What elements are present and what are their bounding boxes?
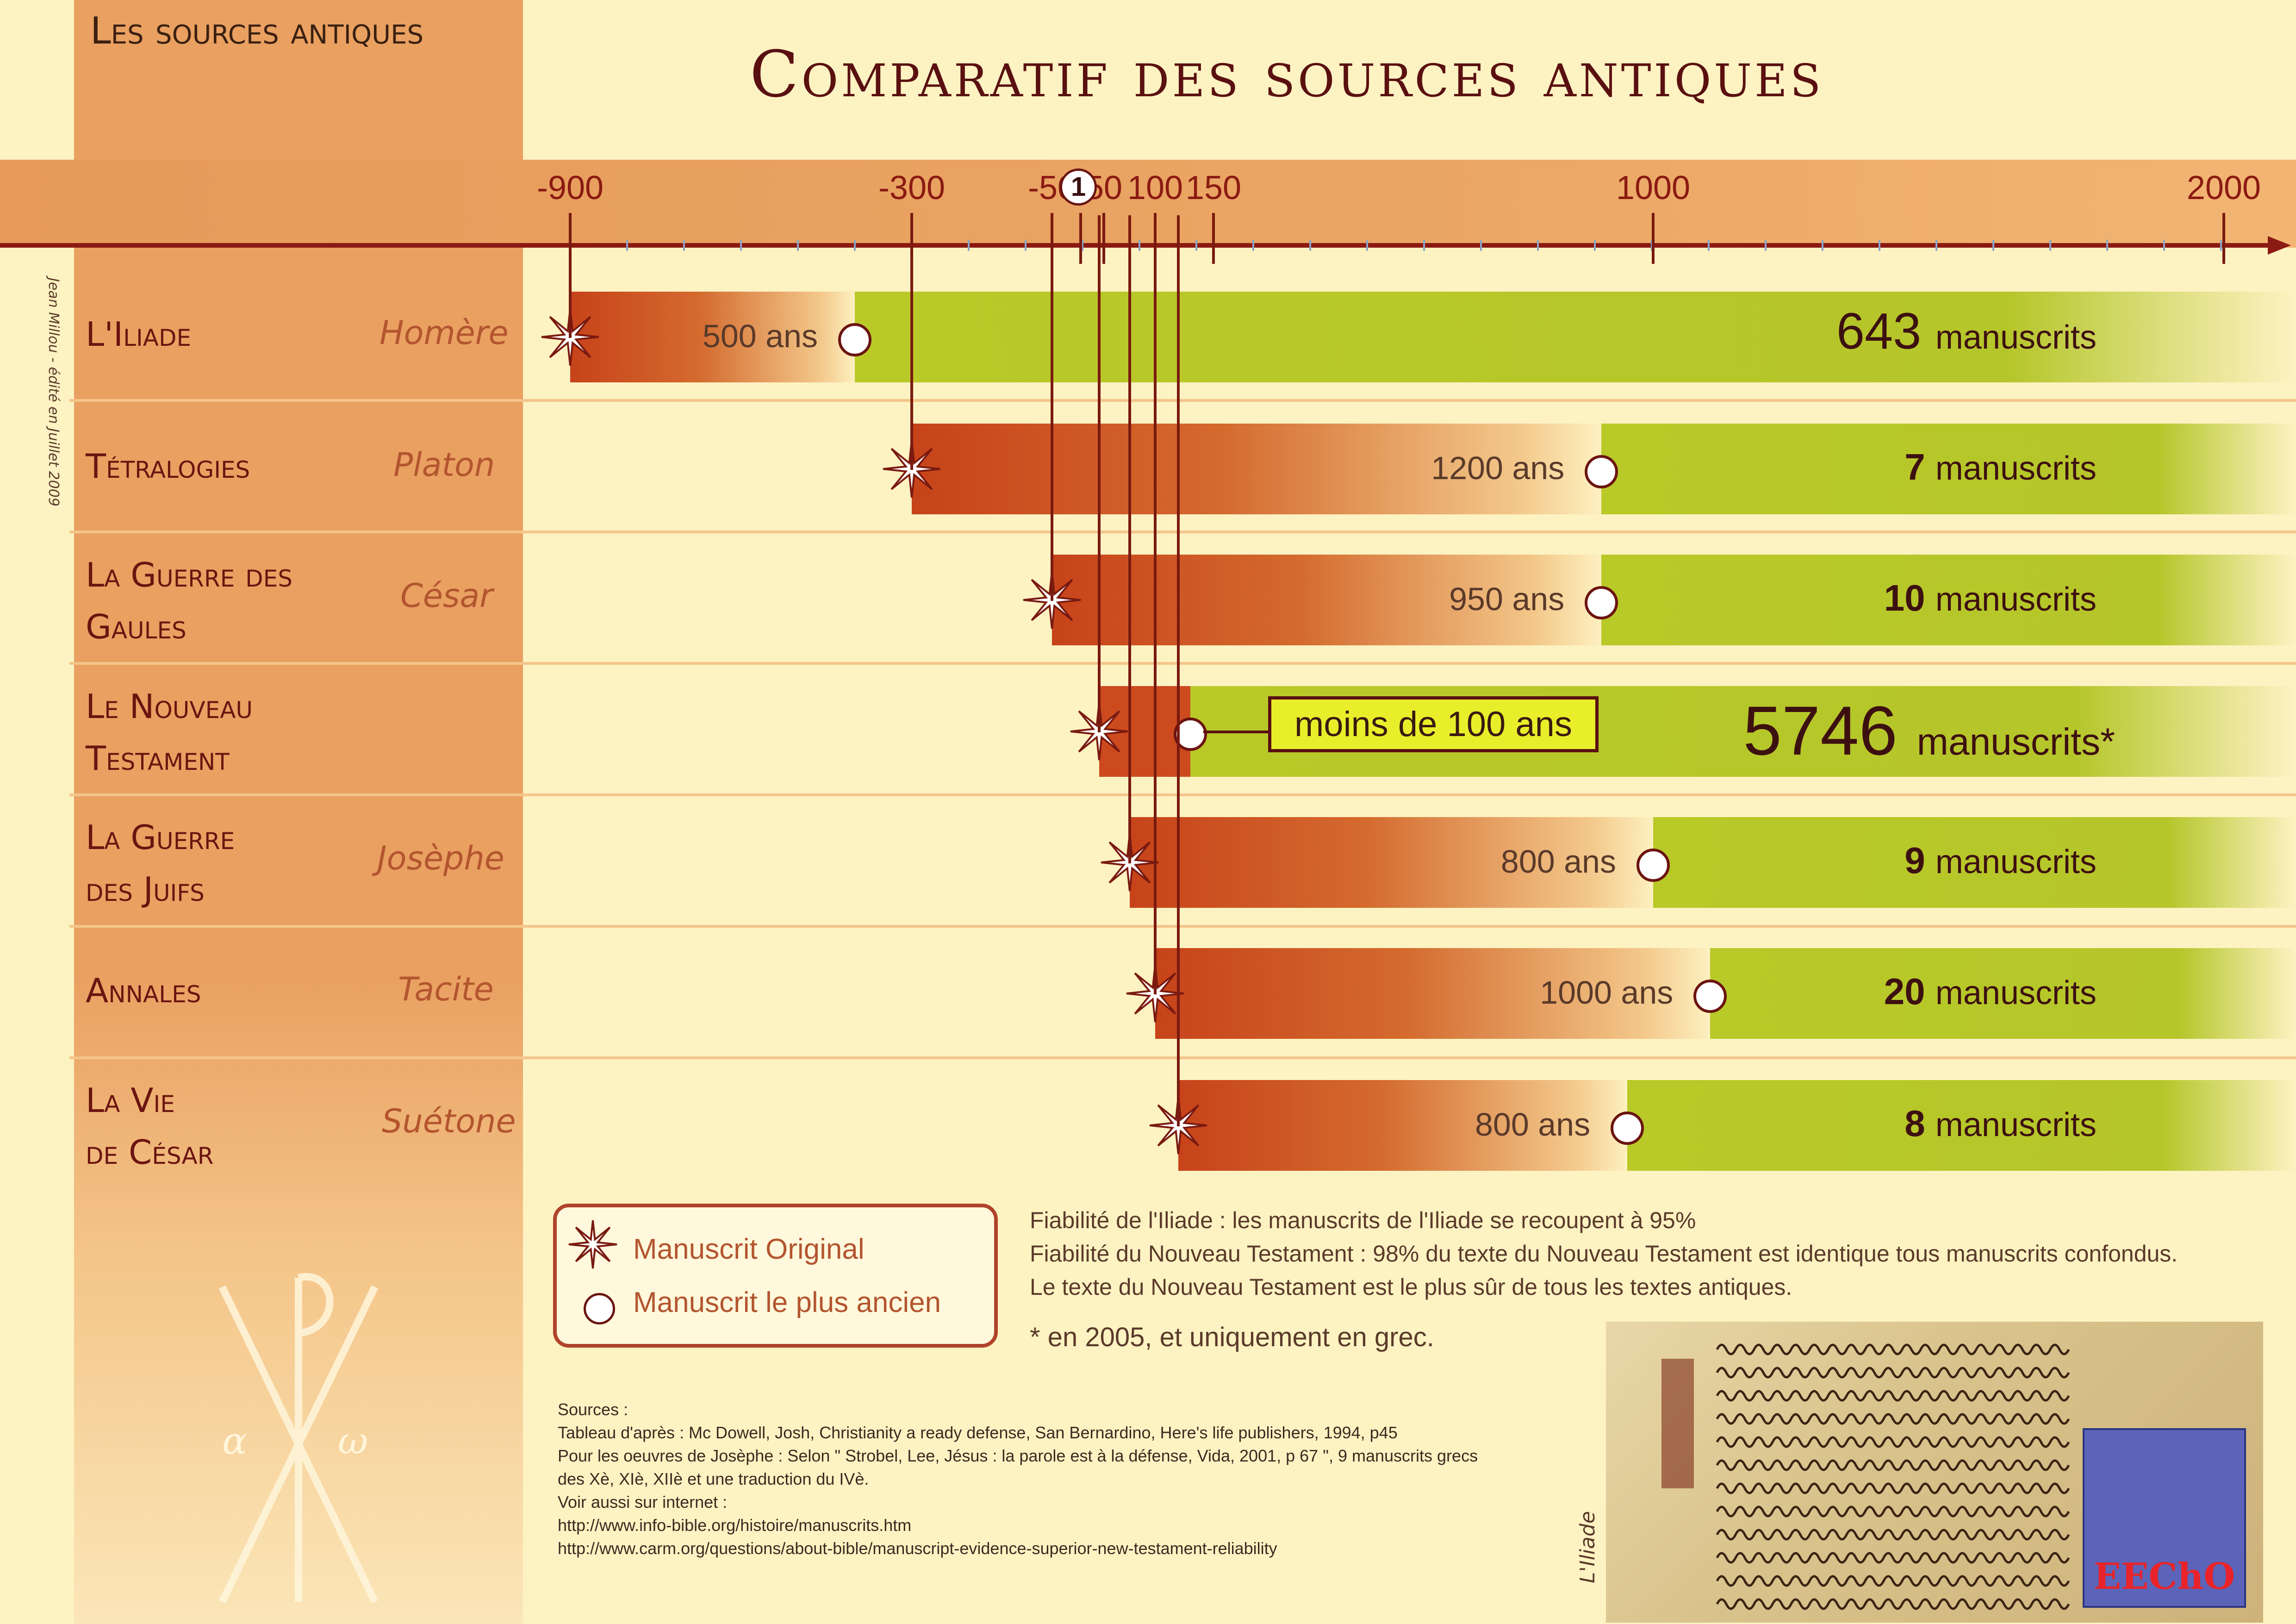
row-title: L'Iliade <box>86 315 192 354</box>
row-author: Platon <box>393 446 495 484</box>
manuscripts-bar <box>1601 555 2296 645</box>
star-icon <box>568 1220 617 1269</box>
manuscript-count: 643 manuscrits <box>1836 303 2097 360</box>
chi-rho-icon: α ω <box>218 1273 379 1604</box>
manuscripts-bar <box>1653 817 2296 908</box>
row-title: La Guerre des Juifs <box>86 818 235 909</box>
axis-tick-label: -300 <box>878 169 946 206</box>
row-title: Annales <box>86 971 201 1010</box>
source-link[interactable]: http://www.carm.org/questions/about-bibl… <box>558 1539 1277 1558</box>
row-title: Tétralogies <box>86 447 250 486</box>
axis-tick-label: 100 <box>1127 169 1183 206</box>
gap-bar <box>1178 1080 1628 1171</box>
eecho-logo: EEChO <box>2083 1428 2246 1608</box>
logo-text: EEChO <box>2093 1555 2235 1598</box>
svg-text:α: α <box>222 1419 247 1462</box>
row-separator <box>69 1056 2296 1059</box>
row-author: Homère <box>380 314 509 352</box>
row-author: César <box>400 577 493 615</box>
gap-label: 1000 ans <box>1540 974 1674 1011</box>
gap-bar <box>1052 555 1602 645</box>
note-line: Fiabilité de l'Iliade : les manuscrits d… <box>1030 1207 1696 1233</box>
oldest-circle-icon <box>1611 1112 1644 1145</box>
source-line: des Xè, XIè, XIIè et une traduction du I… <box>558 1469 869 1488</box>
circle-icon <box>584 1293 615 1324</box>
source-line: Voir aussi sur internet : <box>558 1493 728 1512</box>
image-caption: L'Iliade <box>1576 1511 1599 1583</box>
source-link[interactable]: http://www.info-bible.org/histoire/manus… <box>558 1516 912 1535</box>
oldest-circle-icon <box>1636 849 1670 882</box>
gap-label: 500 ans <box>702 318 818 354</box>
manuscripts-bar <box>1601 424 2296 514</box>
manuscript-count: 5746 manuscrits* <box>1743 692 2115 769</box>
manuscripts-bar <box>855 292 2296 382</box>
row-separator <box>69 399 2296 402</box>
manuscript-count: 10 manuscrits <box>1884 577 2097 618</box>
oldest-circle-icon <box>1693 980 1727 1013</box>
oldest-circle-icon <box>838 323 871 356</box>
row-separator <box>69 793 2296 796</box>
row-separator <box>69 662 2296 665</box>
axis-tick-label: 2000 <box>2186 169 2261 206</box>
manuscript-count: 7 manuscrits <box>1904 446 2097 487</box>
timeline-band <box>0 160 2296 248</box>
gap-label: 950 ans <box>1449 581 1565 617</box>
row-title: Le Nouveau Testament <box>86 687 253 778</box>
sources: Sources : Tableau d'après : Mc Dowell, J… <box>558 1398 1478 1560</box>
legend-original-label: Manuscrit Original <box>633 1233 865 1265</box>
row-author: Tacite <box>398 970 494 1008</box>
row-separator <box>69 531 2296 533</box>
note-line: Fiabilité du Nouveau Testament : 98% du … <box>1030 1241 2178 1267</box>
year-guide-line <box>569 215 572 338</box>
author-credit: Jean Millou - édité en Juillet 2009 <box>45 278 62 506</box>
connector-line <box>1203 731 1268 733</box>
reliability-notes: Fiabilité de l'Iliade : les manuscrits d… <box>1030 1204 2178 1304</box>
source-line: Tableau d'après : Mc Dowell, Josh, Chris… <box>558 1423 1398 1442</box>
manuscripts-bar <box>1710 948 2296 1039</box>
row-title: La Guerre des Gaules <box>86 556 292 646</box>
year-guide-line <box>1154 215 1157 994</box>
manuscript-count: 20 manuscrits <box>1884 971 2097 1012</box>
year-guide-line <box>1051 215 1053 601</box>
svg-text:ω: ω <box>338 1419 368 1462</box>
axis-tick-label: -900 <box>536 169 604 206</box>
gap-bar <box>570 292 855 382</box>
footnote: * en 2005, et uniquement en grec. <box>1030 1322 1434 1352</box>
row-title: La Vie de César <box>86 1081 214 1172</box>
gap-label: 800 ans <box>1475 1106 1591 1143</box>
year-guide-line <box>1097 215 1101 732</box>
year-guide-line <box>1177 215 1180 1126</box>
gap-bar <box>1155 948 1711 1039</box>
page-title: Comparatif des sources antiques <box>750 37 1824 112</box>
source-line: Pour les oeuvres de Josèphe : Selon " St… <box>558 1446 1478 1465</box>
year-guide-line <box>910 215 913 470</box>
gap-label-box: moins de 100 ans <box>1268 696 1599 752</box>
axis-tick-label: 1000 <box>1616 169 1691 206</box>
gap-bar <box>1129 817 1653 908</box>
manuscript-image: EEChO <box>1606 1322 2263 1623</box>
axis-tick-label: 150 <box>1185 169 1242 206</box>
year-one-marker: 1 <box>1060 169 1097 206</box>
oldest-circle-icon <box>1585 586 1618 619</box>
row-author: Suétone <box>382 1102 516 1140</box>
row-author: Josèphe <box>377 839 504 877</box>
year-guide-line <box>1128 215 1131 863</box>
gap-bar <box>912 424 1602 514</box>
oldest-circle-icon <box>1585 455 1618 488</box>
gap-label: 1200 ans <box>1431 450 1565 486</box>
legend: Manuscrit Original Manuscrit le plus anc… <box>553 1204 998 1348</box>
manuscript-count: 9 manuscrits <box>1904 840 2097 881</box>
manuscript-script <box>1661 1343 2070 1610</box>
legend-oldest-label: Manuscrit le plus ancien <box>633 1287 941 1318</box>
note-line: Le texte du Nouveau Testament est le plu… <box>1030 1274 1792 1300</box>
sources-heading: Sources : <box>558 1400 628 1419</box>
gap-label: 800 ans <box>1500 843 1616 880</box>
manuscript-count: 8 manuscrits <box>1904 1103 2097 1144</box>
row-separator <box>69 925 2296 928</box>
section-label: Les sources antiques <box>90 9 424 52</box>
manuscripts-bar <box>1627 1080 2296 1171</box>
